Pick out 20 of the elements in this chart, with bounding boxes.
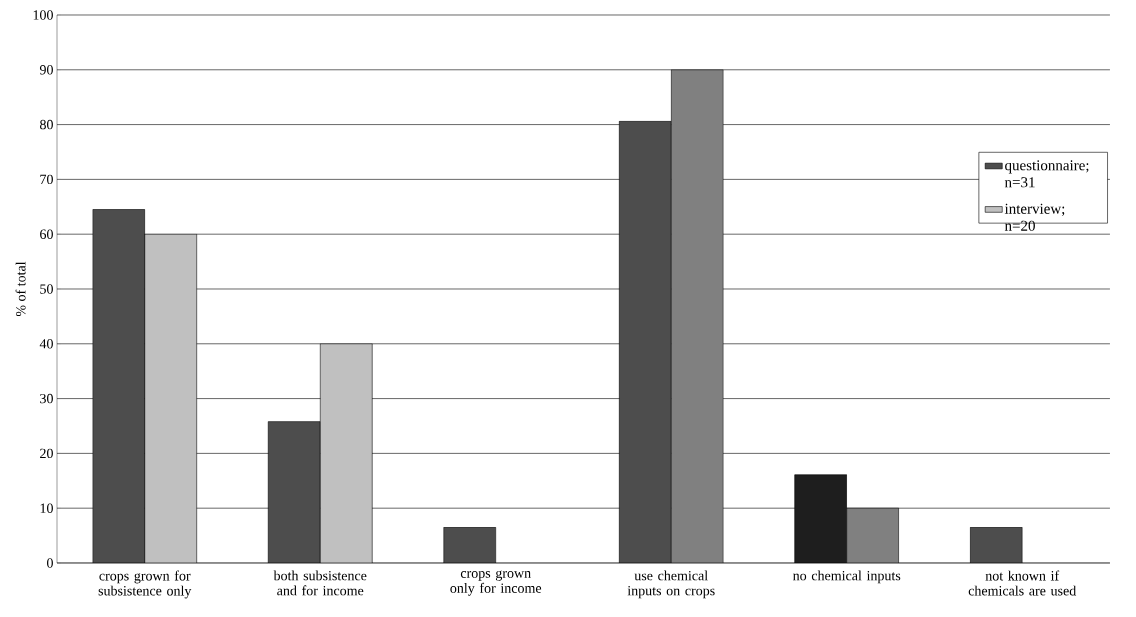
x-tick-label: both subsistence and for income (273, 570, 367, 596)
y-tick-label: 30 (40, 393, 53, 404)
y-tick-label: 60 (40, 229, 53, 239)
x-tick-label: not known if chemicals are used (968, 570, 1077, 596)
x-tick-label: crops grown for subsistence only (98, 570, 192, 599)
legend-label: interview; n=20 (1004, 203, 1065, 231)
y-tick-label: 40 (39, 339, 53, 349)
legend-label: questionnaire; n=31 (1004, 160, 1089, 188)
y-tick-label: 80 (40, 119, 53, 130)
y-tick-label: 70 (40, 174, 53, 185)
x-tick-label: no chemical inputs (792, 570, 901, 584)
x-tick-label: use chemical inputs on crops (627, 570, 715, 599)
x-tick-label: crops grown only for income (450, 570, 542, 596)
y-tick-label: 100 (33, 10, 53, 20)
y-tick-label: 90 (39, 65, 53, 75)
y-axis-title: % of total (15, 261, 26, 317)
y-tick-label: 50 (40, 284, 53, 294)
y-tick-label: 0 (47, 558, 53, 568)
y-tick-label: 10 (40, 503, 53, 513)
y-tick-label: 20 (40, 448, 53, 459)
